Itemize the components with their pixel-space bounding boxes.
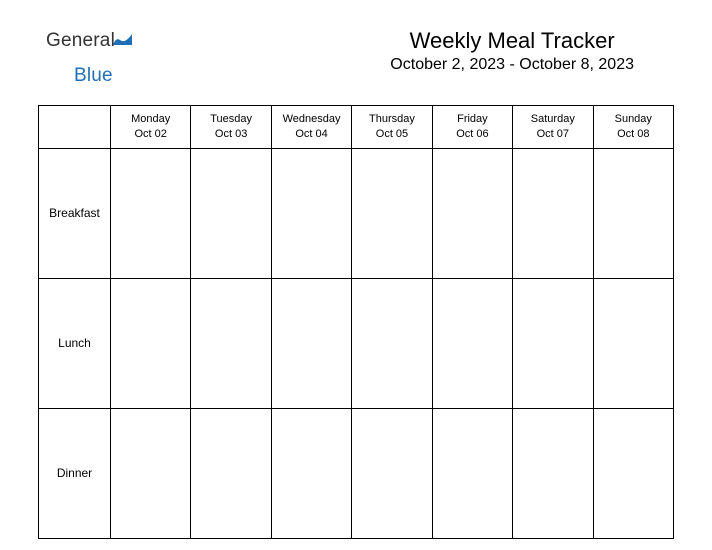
cell[interactable] (593, 148, 673, 278)
cell[interactable] (432, 408, 512, 538)
cell[interactable] (352, 408, 432, 538)
logo-word-2: Blue (74, 65, 113, 86)
cell[interactable] (513, 408, 593, 538)
col-header-fri: FridayOct 06 (432, 106, 512, 149)
table-row: Lunch (39, 278, 674, 408)
header: General Blue Weekly Meal Tracker October… (38, 28, 674, 87)
cell[interactable] (191, 278, 271, 408)
cell[interactable] (352, 148, 432, 278)
cell[interactable] (271, 148, 351, 278)
cell[interactable] (191, 408, 271, 538)
col-header-wed: WednesdayOct 04 (271, 106, 351, 149)
cell[interactable] (432, 148, 512, 278)
cell[interactable] (513, 278, 593, 408)
cell[interactable] (271, 278, 351, 408)
cell[interactable] (111, 278, 191, 408)
row-header-lunch: Lunch (39, 278, 111, 408)
cell[interactable] (352, 278, 432, 408)
wave-icon (113, 33, 133, 51)
col-header-thu: ThursdayOct 05 (352, 106, 432, 149)
col-header-mon: MondayOct 02 (111, 106, 191, 149)
table-row: Dinner (39, 408, 674, 538)
col-header-tue: TuesdayOct 03 (191, 106, 271, 149)
logo-word-1: General (46, 30, 115, 51)
logo: General Blue (46, 30, 133, 87)
cell[interactable] (513, 148, 593, 278)
table-header-row: MondayOct 02 TuesdayOct 03 WednesdayOct … (39, 106, 674, 149)
page-subtitle: October 2, 2023 - October 8, 2023 (390, 56, 634, 74)
meal-tracker-table: MondayOct 02 TuesdayOct 03 WednesdayOct … (38, 105, 674, 539)
col-header-sat: SaturdayOct 07 (513, 106, 593, 149)
cell[interactable] (191, 148, 271, 278)
cell[interactable] (271, 408, 351, 538)
table-corner-cell (39, 106, 111, 149)
cell[interactable] (593, 278, 673, 408)
page-title: Weekly Meal Tracker (390, 28, 634, 54)
cell[interactable] (593, 408, 673, 538)
cell[interactable] (111, 408, 191, 538)
cell[interactable] (432, 278, 512, 408)
title-block: Weekly Meal Tracker October 2, 2023 - Oc… (390, 28, 634, 74)
table-row: Breakfast (39, 148, 674, 278)
row-header-dinner: Dinner (39, 408, 111, 538)
row-header-breakfast: Breakfast (39, 148, 111, 278)
cell[interactable] (111, 148, 191, 278)
logo-text: General Blue (46, 30, 133, 87)
col-header-sun: SundayOct 08 (593, 106, 673, 149)
